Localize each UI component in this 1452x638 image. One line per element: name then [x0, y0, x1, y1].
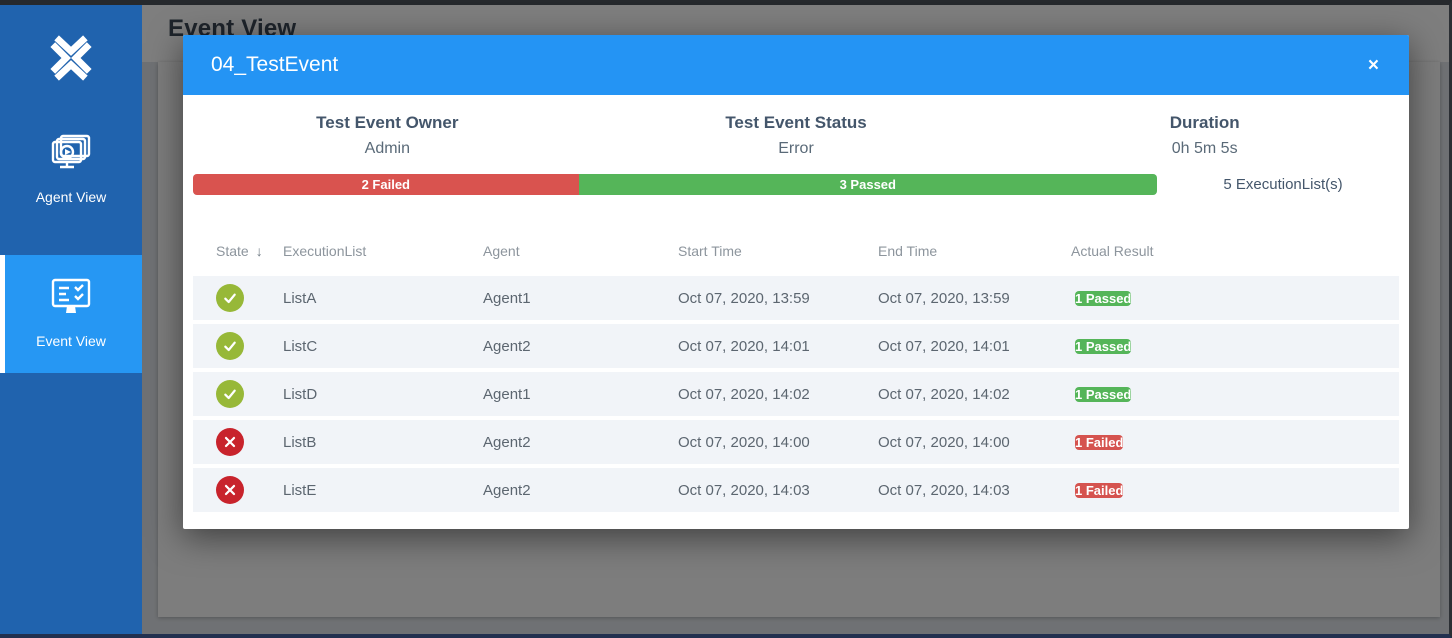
- summary-section: Test Event Owner Admin Test Event Status…: [183, 112, 1409, 160]
- cell-end-time: Oct 07, 2020, 14:00: [878, 433, 1010, 451]
- state-icon: [216, 332, 244, 360]
- column-header-executionlist: ExecutionList: [283, 243, 367, 259]
- cell-execution-list: ListA: [283, 289, 317, 307]
- result-badge: 1 Failed: [1075, 434, 1124, 450]
- close-icon[interactable]: ×: [1362, 52, 1385, 79]
- table-row[interactable]: ListC Agent2 Oct 07, 2020, 14:01 Oct 07,…: [193, 324, 1399, 368]
- column-header-actual-result: Actual Result: [1071, 243, 1154, 259]
- cell-execution-list: ListD: [283, 385, 318, 403]
- app-logo-icon: [46, 31, 96, 85]
- column-label: State: [216, 243, 249, 259]
- state-icon: [216, 284, 244, 312]
- sidebar-item-label: Agent View: [35, 189, 107, 205]
- summary-label: Test Event Status: [725, 113, 867, 132]
- cell-start-time: Oct 07, 2020, 14:03: [678, 481, 810, 499]
- failed-segment: 2 Failed: [193, 174, 579, 195]
- event-view-checklist-icon: [49, 277, 93, 324]
- execution-table: State ↓ ExecutionList Agent Start Time E…: [183, 241, 1409, 512]
- cell-agent: Agent1: [483, 385, 531, 403]
- state-icon: [216, 380, 244, 408]
- summary-status: Test Event Status Error: [592, 112, 1001, 160]
- table-body: ListA Agent1 Oct 07, 2020, 13:59 Oct 07,…: [193, 276, 1399, 512]
- cell-execution-list: ListB: [283, 433, 317, 451]
- table-row[interactable]: ListE Agent2 Oct 07, 2020, 14:03 Oct 07,…: [193, 468, 1399, 512]
- summary-value: 0h 5m 5s: [1171, 140, 1238, 157]
- cell-execution-list: ListE: [283, 481, 317, 499]
- progress-section: 2 Failed 3 Passed 5 ExecutionList(s): [183, 174, 1409, 195]
- result-badge: 1 Failed: [1075, 482, 1124, 498]
- sidebar-nav: Agent View Event View: [0, 119, 142, 373]
- results-progress-bar: 2 Failed 3 Passed: [193, 174, 1157, 195]
- column-header-end-time: End Time: [878, 243, 938, 259]
- table-header-row: State ↓ ExecutionList Agent Start Time E…: [183, 241, 1409, 261]
- column-header-agent: Agent: [483, 243, 520, 259]
- cell-execution-list: ListC: [283, 337, 318, 355]
- table-row[interactable]: ListA Agent1 Oct 07, 2020, 13:59 Oct 07,…: [193, 276, 1399, 320]
- sidebar: Agent View Event View: [0, 5, 142, 634]
- cell-agent: Agent2: [483, 433, 531, 451]
- cell-agent: Agent2: [483, 481, 531, 499]
- result-badge: 1 Passed: [1075, 338, 1132, 354]
- state-icon: [216, 428, 244, 456]
- result-badge: 1 Passed: [1075, 290, 1132, 306]
- table-row[interactable]: ListB Agent2 Oct 07, 2020, 14:00 Oct 07,…: [193, 420, 1399, 464]
- sort-descending-icon: ↓: [255, 243, 263, 259]
- modal-header: 04_TestEvent ×: [183, 35, 1409, 95]
- cell-agent: Agent1: [483, 289, 531, 307]
- cell-end-time: Oct 07, 2020, 14:01: [878, 337, 1010, 355]
- cell-start-time: Oct 07, 2020, 14:00: [678, 433, 810, 451]
- agent-view-monitors-icon: [48, 133, 94, 180]
- summary-value: Error: [778, 140, 814, 157]
- cell-end-time: Oct 07, 2020, 14:02: [878, 385, 1010, 403]
- cell-start-time: Oct 07, 2020, 14:02: [678, 385, 810, 403]
- sidebar-item-label: Event View: [36, 333, 106, 349]
- cell-end-time: Oct 07, 2020, 13:59: [878, 289, 1010, 307]
- result-badge: 1 Passed: [1075, 386, 1132, 402]
- cell-agent: Agent2: [483, 337, 531, 355]
- sidebar-item-agent-view[interactable]: Agent View: [0, 119, 142, 221]
- state-icon: [216, 476, 244, 504]
- summary-value: Admin: [364, 140, 411, 157]
- summary-owner: Test Event Owner Admin: [183, 112, 592, 160]
- cell-start-time: Oct 07, 2020, 13:59: [678, 289, 810, 307]
- sidebar-item-event-view[interactable]: Event View: [0, 255, 142, 373]
- summary-label: Test Event Owner: [316, 113, 459, 132]
- passed-segment: 3 Passed: [578, 174, 1157, 195]
- test-event-modal: 04_TestEvent × Test Event Owner Admin Te…: [183, 35, 1409, 529]
- cell-start-time: Oct 07, 2020, 14:01: [678, 337, 810, 355]
- cell-end-time: Oct 07, 2020, 14:03: [878, 481, 1010, 499]
- summary-label: Duration: [1169, 113, 1240, 132]
- column-header-start-time: Start Time: [678, 243, 742, 259]
- execution-list-count: 5 ExecutionList(s): [1223, 176, 1343, 193]
- table-row[interactable]: ListD Agent1 Oct 07, 2020, 14:02 Oct 07,…: [193, 372, 1399, 416]
- column-header-state[interactable]: State ↓: [216, 241, 283, 261]
- modal-title: 04_TestEvent: [211, 53, 339, 76]
- summary-duration: Duration 0h 5m 5s: [1000, 112, 1409, 160]
